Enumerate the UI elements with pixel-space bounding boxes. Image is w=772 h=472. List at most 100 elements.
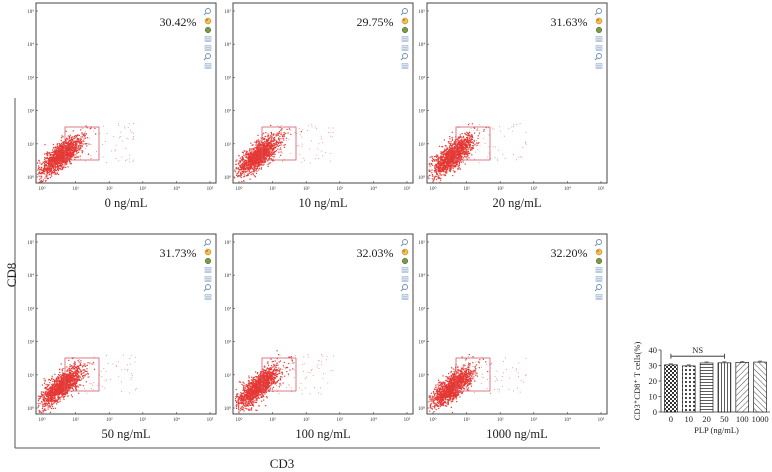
zoom-out-icon[interactable] — [594, 53, 602, 61]
gate-percent: 32.03% — [357, 246, 394, 260]
gate-percent: 31.63% — [551, 15, 588, 29]
list-icon[interactable] — [595, 267, 603, 273]
y-tick-label: 10¹ — [419, 373, 426, 379]
x-tick-label: 10⁵ — [404, 186, 411, 192]
event-cloud — [428, 354, 527, 414]
palette-icon[interactable] — [401, 17, 409, 25]
zoom-out-icon[interactable] — [400, 53, 408, 61]
x-tick-label: 10⁴ — [564, 186, 571, 192]
list-icon[interactable] — [401, 276, 409, 282]
gate-rectangle[interactable] — [261, 126, 297, 161]
gear-icon[interactable] — [401, 257, 409, 265]
x-tick-label: 10⁵ — [207, 417, 214, 423]
x-tick-label: 10⁵ — [404, 417, 411, 423]
y-tick-label: 10⁰ — [418, 175, 425, 181]
list-icon[interactable] — [401, 294, 409, 300]
y-tick-label: 10³ — [419, 75, 426, 81]
x-tick-label: 10⁰ — [235, 417, 242, 423]
gear-icon[interactable] — [204, 26, 212, 34]
y-tick-label: 10⁴ — [27, 42, 34, 48]
gate-rectangle[interactable] — [455, 357, 491, 392]
x-tick-label: 10⁰ — [429, 186, 436, 192]
gate-rectangle[interactable] — [261, 357, 297, 392]
gear-icon[interactable] — [204, 257, 212, 265]
list-icon[interactable] — [401, 36, 409, 42]
significance-label: NS — [692, 345, 703, 355]
palette-icon[interactable] — [595, 248, 603, 256]
x-tick-label: 10¹ — [269, 417, 276, 423]
y-tick-label: 10¹ — [28, 142, 35, 148]
list-icon[interactable] — [595, 36, 603, 42]
x-tick-label: 10³ — [337, 186, 344, 192]
list-icon[interactable] — [401, 45, 409, 51]
x-tick-label: 10⁵ — [598, 186, 605, 192]
y-tick-label: 10⁵ — [27, 240, 34, 246]
gear-icon[interactable] — [595, 26, 603, 34]
bar — [664, 364, 678, 413]
x-tick-label: 10³ — [531, 417, 538, 423]
bar-chart: 0 10 20 30 40 CD3⁺CD8⁺ T cells(%) 0 10 20 50 100 10… — [632, 342, 770, 435]
zoom-in-icon[interactable] — [400, 8, 408, 16]
x-tick-label: 10² — [303, 417, 310, 423]
palette-icon[interactable] — [204, 248, 212, 256]
x-tick-label: 10⁴ — [370, 186, 377, 192]
list-icon[interactable] — [204, 63, 212, 69]
list-icon[interactable] — [204, 45, 212, 51]
list-icon[interactable] — [204, 267, 212, 273]
zoom-in-icon[interactable] — [400, 239, 408, 247]
list-icon[interactable] — [204, 276, 212, 282]
zoom-in-icon[interactable] — [594, 8, 602, 16]
y-tick-label: 10⁵ — [27, 9, 34, 15]
list-icon[interactable] — [595, 45, 603, 51]
gear-icon[interactable] — [401, 26, 409, 34]
palette-icon[interactable] — [204, 17, 212, 25]
bar-category-label: 1000 — [752, 414, 769, 424]
x-tick-label: 10⁰ — [235, 186, 242, 192]
x-tick-label: 10² — [497, 417, 504, 423]
list-icon[interactable] — [204, 294, 212, 300]
zoom-out-icon[interactable] — [203, 284, 211, 292]
palette-icon[interactable] — [401, 248, 409, 256]
bar-y-tick-label: 30 — [649, 361, 658, 371]
x-tick-label: 10⁰ — [38, 417, 45, 423]
gate-rectangle[interactable] — [455, 126, 491, 161]
y-tick-label: 10⁴ — [224, 273, 231, 279]
list-icon[interactable] — [401, 63, 409, 69]
gate-percent: 32.20% — [551, 246, 588, 260]
zoom-in-icon[interactable] — [203, 239, 211, 247]
zoom-in-icon[interactable] — [594, 239, 602, 247]
panel-condition-label: 50 ng/mL — [102, 427, 151, 441]
flow-panels: 10⁰ 10⁰ 10¹ 10¹ 10² 10² 10³ 10³ 10⁴ 10⁴ 10⁵ 10⁵ 30.4… — [27, 2, 608, 441]
gate-rectangle[interactable] — [64, 126, 100, 161]
list-icon[interactable] — [595, 63, 603, 69]
zoom-out-icon[interactable] — [400, 284, 408, 292]
x-tick-label: 10⁰ — [429, 417, 436, 423]
y-tick-label: 10³ — [419, 306, 426, 312]
y-tick-label: 10² — [28, 340, 35, 346]
x-tick-label: 10⁴ — [370, 417, 377, 423]
bar-y-tick-label: 0 — [653, 407, 657, 417]
palette-icon[interactable] — [595, 17, 603, 25]
x-tick-label: 10¹ — [72, 186, 79, 192]
y-tick-label: 10² — [225, 340, 232, 346]
list-icon[interactable] — [595, 276, 603, 282]
zoom-out-icon[interactable] — [594, 284, 602, 292]
bar — [717, 362, 732, 413]
list-icon[interactable] — [595, 294, 603, 300]
flow-panel: 10⁰ 10⁰ 10¹ 10¹ 10² 10² 10³ 10³ 10⁴ 10⁴ 10⁵ 10⁵ 30.4… — [27, 2, 217, 210]
y-tick-label: 10³ — [28, 306, 35, 312]
gate-rectangle[interactable] — [64, 357, 100, 392]
gate-percent: 29.75% — [357, 15, 394, 29]
list-icon[interactable] — [401, 267, 409, 273]
zoom-in-icon[interactable] — [203, 8, 211, 16]
gear-icon[interactable] — [595, 257, 603, 265]
y-tick-label: 10² — [419, 340, 426, 346]
bar-category-label: 0 — [669, 414, 673, 424]
x-tick-label: 10² — [303, 186, 310, 192]
x-tick-label: 10⁴ — [173, 417, 180, 423]
zoom-out-icon[interactable] — [203, 53, 211, 61]
bar-y-tick-label: 10 — [649, 392, 658, 402]
list-icon[interactable] — [204, 36, 212, 42]
x-tick-label: 10⁴ — [564, 417, 571, 423]
